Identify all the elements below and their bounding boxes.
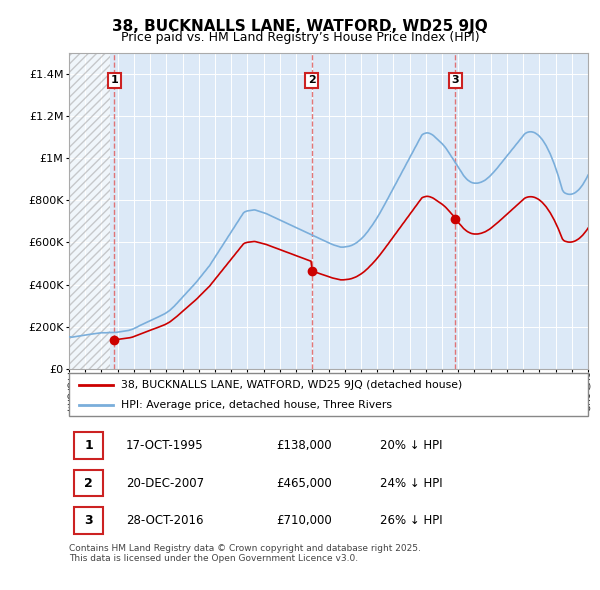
Text: 17-OCT-1995: 17-OCT-1995	[126, 439, 204, 452]
Text: 2: 2	[84, 477, 93, 490]
Text: 20% ↓ HPI: 20% ↓ HPI	[380, 439, 443, 452]
Text: 20-DEC-2007: 20-DEC-2007	[126, 477, 204, 490]
Text: 1: 1	[84, 439, 93, 452]
Text: HPI: Average price, detached house, Three Rivers: HPI: Average price, detached house, Thre…	[121, 401, 392, 410]
Text: 3: 3	[452, 76, 460, 86]
Text: £465,000: £465,000	[277, 477, 332, 490]
Text: 3: 3	[84, 514, 93, 527]
FancyBboxPatch shape	[74, 470, 103, 496]
Bar	[69, 53, 110, 369]
FancyBboxPatch shape	[69, 373, 588, 416]
Text: Contains HM Land Registry data © Crown copyright and database right 2025.
This d: Contains HM Land Registry data © Crown c…	[69, 544, 421, 563]
Text: 38, BUCKNALLS LANE, WATFORD, WD25 9JQ (detached house): 38, BUCKNALLS LANE, WATFORD, WD25 9JQ (d…	[121, 381, 462, 391]
Text: 1: 1	[110, 76, 118, 86]
Text: 26% ↓ HPI: 26% ↓ HPI	[380, 514, 443, 527]
FancyBboxPatch shape	[74, 432, 103, 459]
Text: 24% ↓ HPI: 24% ↓ HPI	[380, 477, 443, 490]
Text: 2: 2	[308, 76, 316, 86]
FancyBboxPatch shape	[74, 507, 103, 534]
Text: £710,000: £710,000	[277, 514, 332, 527]
Text: 38, BUCKNALLS LANE, WATFORD, WD25 9JQ: 38, BUCKNALLS LANE, WATFORD, WD25 9JQ	[112, 19, 488, 34]
Text: Price paid vs. HM Land Registry’s House Price Index (HPI): Price paid vs. HM Land Registry’s House …	[121, 31, 479, 44]
Text: 28-OCT-2016: 28-OCT-2016	[126, 514, 203, 527]
Text: £138,000: £138,000	[277, 439, 332, 452]
